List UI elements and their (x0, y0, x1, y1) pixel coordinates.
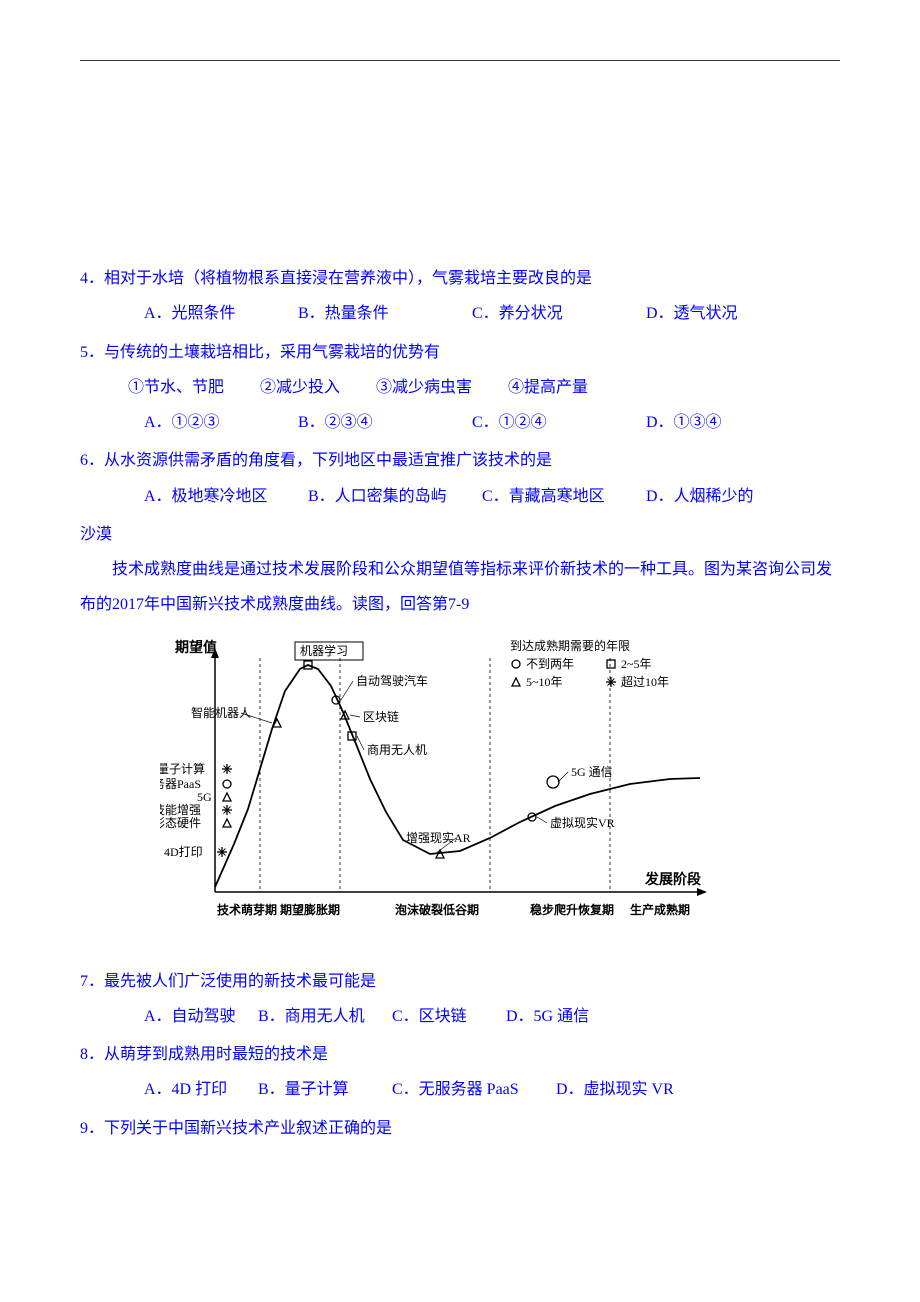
svg-text:4D打印: 4D打印 (164, 845, 203, 859)
svg-text:生产成熟期: 生产成熟期 (630, 902, 690, 917)
q5-opt-c: C．①②④ (472, 405, 642, 440)
svg-text:泡沫破裂低谷期: 泡沫破裂低谷期 (395, 902, 479, 917)
svg-text:超过10年: 超过10年 (621, 674, 669, 689)
svg-text:机器学习: 机器学习 (300, 643, 348, 658)
svg-text:5G 通信: 5G 通信 (571, 765, 613, 779)
q9-stem: 9．下列关于中国新兴技术产业叙述正确的是 (80, 1111, 840, 1146)
q5-opt-b: B．②③④ (298, 405, 468, 440)
svg-text:5G: 5G (197, 790, 212, 804)
q8-options: A．4D 打印 B．量子计算 C．无服务器 PaaS D．虚拟现实 VR (80, 1072, 840, 1107)
q8-opt-d: D．虚拟现实 VR (556, 1072, 674, 1107)
q6-opt-b: B．人口密集的岛屿 (308, 479, 478, 514)
q4-opt-d: D．透气状况 (646, 296, 738, 331)
svg-text:期望值: 期望值 (175, 639, 217, 656)
q6-stem: 6．从水资源供需矛盾的角度看，下列地区中最适宜推广该技术的是 (80, 443, 840, 478)
svg-text:量子计算: 量子计算 (160, 761, 205, 776)
svg-text:人体技能增强: 人体技能增强 (160, 803, 201, 817)
q4-opt-c: C．养分状况 (472, 296, 642, 331)
svg-text:不到两年: 不到两年 (526, 657, 574, 671)
passage-7-9: 技术成熟度曲线是通过技术发展阶段和公众期望值等指标来评价新技术的一种工具。图为某… (80, 552, 840, 622)
q7-options: A．自动驾驶 B．商用无人机 C．区块链 D．5G 通信 (80, 999, 840, 1034)
q7-opt-b: B．商用无人机 (258, 999, 388, 1034)
q7-opt-a: A．自动驾驶 (144, 999, 254, 1034)
q5-opt-d: D．①③④ (646, 405, 722, 440)
hype-curve-chart: 期望值发展阶段技术萌芽期期望膨胀期 泡沫破裂低谷期 稳步爬升恢复期 生产成熟期 智能机器… (160, 632, 840, 955)
svg-text:无服务器PaaS: 无服务器PaaS (160, 776, 201, 791)
q6-opt-a: A．极地寒冷地区 (144, 479, 304, 514)
q8-stem: 8．从萌芽到成熟用时最短的技术是 (80, 1037, 840, 1072)
svg-text:智能机器人: 智能机器人 (191, 705, 251, 720)
q8-opt-c: C．无服务器 PaaS (392, 1072, 552, 1107)
svg-text:区块链: 区块链 (363, 709, 399, 724)
q7-opt-d: D．5G 通信 (506, 999, 589, 1034)
svg-text:发展阶段: 发展阶段 (644, 871, 701, 888)
q5-stem: 5．与传统的土壤栽培相比，采用气雾栽培的优势有 (80, 335, 840, 370)
q6-opt-d: D．人烟稀少的 (646, 479, 754, 514)
svg-text:到达成熟期需要的年限: 到达成熟期需要的年限 (510, 638, 630, 653)
q5-item-2: ②减少投入 (260, 370, 340, 405)
svg-text:稳步爬升恢复期: 稳步爬升恢复期 (530, 902, 614, 917)
svg-text:2~5年: 2~5年 (621, 657, 652, 671)
q7-opt-c: C．区块链 (392, 999, 502, 1034)
svg-text:增强现实AR: 增强现实AR (406, 830, 471, 845)
q6-opt-c: C．青藏高寒地区 (482, 479, 642, 514)
svg-text:商用无人机: 商用无人机 (367, 742, 427, 757)
svg-text:期望膨胀期: 期望膨胀期 (280, 902, 340, 917)
q5-item-3: ③减少病虫害 (376, 370, 472, 405)
q4-options: A．光照条件 B．热量条件 C．养分状况 D．透气状况 (80, 296, 840, 331)
q4-opt-b: B．热量条件 (298, 296, 468, 331)
q5-item-1: ①节水、节肥 (128, 370, 224, 405)
q8-opt-a: A．4D 打印 (144, 1072, 254, 1107)
svg-text:技术萌芽期: 技术萌芽期 (217, 902, 277, 917)
q5-items: ①节水、节肥 ②减少投入 ③减少病虫害 ④提高产量 (80, 370, 840, 405)
svg-text:5~10年: 5~10年 (526, 675, 563, 689)
q4-stem: 4．相对于水培（将植物根系直接浸在营养液中），气雾栽培主要改良的是 (80, 261, 840, 296)
q6-options: A．极地寒冷地区 B．人口密集的岛屿 C．青藏高寒地区 D．人烟稀少的 (80, 479, 840, 514)
q5-item-4: ④提高产量 (508, 370, 588, 405)
q8-opt-b: B．量子计算 (258, 1072, 388, 1107)
q6-tail: 沙漠 (80, 517, 840, 552)
q7-stem: 7．最先被人们广泛使用的新技术最可能是 (80, 964, 840, 999)
svg-text:神经形态硬件: 神经形态硬件 (160, 816, 201, 830)
page-top-rule (80, 60, 840, 61)
svg-text:虚拟现实VR: 虚拟现实VR (550, 815, 615, 830)
svg-text:自动驾驶汽车: 自动驾驶汽车 (356, 673, 428, 688)
q5-opt-a: A．①②③ (144, 405, 294, 440)
q5-options: A．①②③ B．②③④ C．①②④ D．①③④ (80, 405, 840, 440)
q4-opt-a: A．光照条件 (144, 296, 294, 331)
